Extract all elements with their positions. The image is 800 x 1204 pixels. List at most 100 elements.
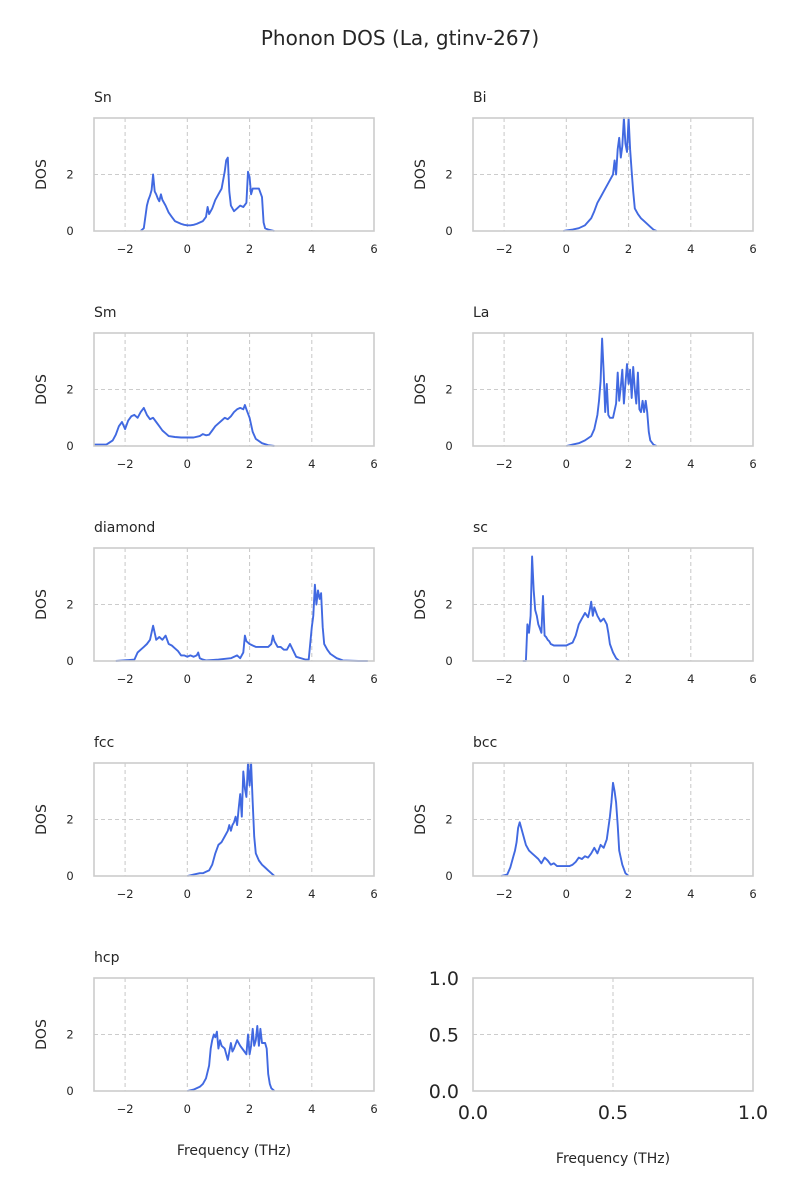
panel-0-x-tick-label: 4 [308, 242, 315, 256]
panel-5-y-tick-label: 2 [445, 598, 452, 612]
panel-7-y-tick-label: 0 [445, 869, 452, 883]
panel-3-frame [472, 332, 754, 447]
panel-2-y-tick-label: 0 [66, 439, 73, 453]
panel-6-x-tick-label: 6 [370, 887, 377, 901]
panel-6-ylabel: DOS [34, 804, 50, 835]
panel-2-x-tick-label: 2 [246, 457, 253, 471]
panel-1-x-tick-label: 4 [687, 242, 694, 256]
panel-6: −2 0 2 4 6 0 2 fcc DOS [34, 735, 378, 901]
panel-8-frame [93, 977, 375, 1092]
panel-8-x-tick-label: 0 [184, 1102, 191, 1116]
panel-8-ylabel: DOS [34, 1019, 50, 1050]
panel-2: −2 0 2 4 6 0 2 Sm DOS [34, 305, 378, 471]
panel-9-x-tick-label: 0.5 [598, 1102, 628, 1124]
panel-8-x-tick-label: 2 [246, 1102, 253, 1116]
panel-1-x-tick-label: −2 [496, 242, 513, 256]
panel-2-frame [93, 332, 375, 447]
panel-9-y-tick-label: 1.0 [429, 968, 459, 990]
panel-9: 0.0 0.5 1.0 0.0 0.5 1.0 Frequency (THz) [429, 968, 768, 1167]
panel-1-dos-curve [563, 117, 657, 232]
panel-3: −2 0 2 4 6 0 2 La DOS [413, 305, 757, 471]
panel-3-ylabel: DOS [413, 374, 429, 405]
panel-9-xlabel: Frequency (THz) [556, 1151, 670, 1167]
panel-6-x-tick-label: 0 [184, 887, 191, 901]
panel-0-ylabel: DOS [34, 159, 50, 190]
panel-8-x-tick-label: 6 [370, 1102, 377, 1116]
panel-2-x-tick-label: −2 [117, 457, 134, 471]
panel-8-x-tick-label: −2 [117, 1102, 134, 1116]
panel-8-dos-curve [187, 1025, 276, 1092]
panel-6-y-tick-label: 2 [66, 813, 73, 827]
panel-8-y-tick-label: 0 [66, 1084, 73, 1098]
panel-3-dos-curve [566, 337, 657, 447]
panel-3-y-tick-label: 2 [445, 383, 452, 397]
panel-4-dos-curve [115, 583, 368, 662]
panel-4-y-tick-label: 0 [66, 654, 73, 668]
panel-5-x-tick-label: 6 [749, 672, 756, 686]
panel-6-title: fcc [94, 735, 114, 751]
panel-2-dos-curve [94, 404, 275, 447]
panel-4-frame [93, 547, 375, 662]
panel-9-x-tick-label: 0.0 [458, 1102, 488, 1124]
panel-4-x-tick-label: 6 [370, 672, 377, 686]
panel-8-xlabel: Frequency (THz) [177, 1143, 291, 1159]
panel-7: −2 0 2 4 6 0 2 bcc DOS [413, 735, 757, 901]
panel-4-x-tick-label: 0 [184, 672, 191, 686]
panel-2-title: Sm [94, 305, 117, 321]
panel-6-x-tick-label: 4 [308, 887, 315, 901]
panel-7-x-tick-label: 4 [687, 887, 694, 901]
panel-0-dos-curve [140, 156, 275, 232]
panel-1-y-tick-label: 2 [445, 168, 452, 182]
panel-7-x-tick-label: −2 [496, 887, 513, 901]
panel-7-x-tick-label: 0 [563, 887, 570, 901]
panel-8-title: hcp [94, 950, 120, 966]
panel-1-y-tick-label: 0 [445, 224, 452, 238]
panel-4: −2 0 2 4 6 0 2 diamond DOS [34, 520, 378, 686]
panel-3-y-tick-label: 0 [445, 439, 452, 453]
panel-5-title: sc [473, 520, 488, 536]
panel-1-x-tick-label: 6 [749, 242, 756, 256]
panel-5-ylabel: DOS [413, 589, 429, 620]
panel-2-x-tick-label: 6 [370, 457, 377, 471]
panel-0-frame [93, 117, 375, 232]
panel-7-frame [472, 762, 754, 877]
panel-8-x-tick-label: 4 [308, 1102, 315, 1116]
panel-0-x-tick-label: 0 [184, 242, 191, 256]
panel-7-x-tick-label: 2 [625, 887, 632, 901]
panel-5-x-tick-label: 2 [625, 672, 632, 686]
panel-2-x-tick-label: 0 [184, 457, 191, 471]
panel-9-frame [472, 977, 754, 1092]
panel-1-x-tick-label: 2 [625, 242, 632, 256]
panel-4-x-tick-label: 4 [308, 672, 315, 686]
panel-4-x-tick-label: 2 [246, 672, 253, 686]
panel-0-title: Sn [94, 90, 112, 106]
panel-0-y-tick-label: 0 [66, 224, 73, 238]
panel-1-x-tick-label: 0 [563, 242, 570, 256]
panel-5-x-tick-label: 4 [687, 672, 694, 686]
panel-6-x-tick-label: −2 [117, 887, 134, 901]
panel-7-ylabel: DOS [413, 804, 429, 835]
panel-6-x-tick-label: 2 [246, 887, 253, 901]
panel-3-x-tick-label: 6 [749, 457, 756, 471]
panel-9-y-tick-label: 0.0 [429, 1081, 459, 1103]
panel-1-frame [472, 117, 754, 232]
panel-0-y-tick-label: 2 [66, 168, 73, 182]
panel-4-x-tick-label: −2 [117, 672, 134, 686]
panel-9-y-tick-label: 0.5 [429, 1025, 459, 1047]
panel-5-frame [472, 547, 754, 662]
panel-5-dos-curve [522, 555, 620, 662]
panel-3-x-tick-label: 4 [687, 457, 694, 471]
panel-5-x-tick-label: −2 [496, 672, 513, 686]
panel-5: −2 0 2 4 6 0 2 sc DOS [413, 520, 757, 686]
panel-0-x-tick-label: −2 [117, 242, 134, 256]
panel-4-y-tick-label: 2 [66, 598, 73, 612]
panel-6-frame [93, 762, 375, 877]
panel-9-x-tick-label: 1.0 [738, 1102, 768, 1124]
panel-7-title: bcc [473, 735, 497, 751]
panel-7-dos-curve [500, 781, 630, 877]
panel-2-y-tick-label: 2 [66, 383, 73, 397]
figure-title: Phonon DOS (La, gtinv-267) [261, 26, 539, 50]
panel-4-ylabel: DOS [34, 589, 50, 620]
panel-0: −2 0 2 4 6 0 2 Sn DOS [34, 90, 378, 256]
